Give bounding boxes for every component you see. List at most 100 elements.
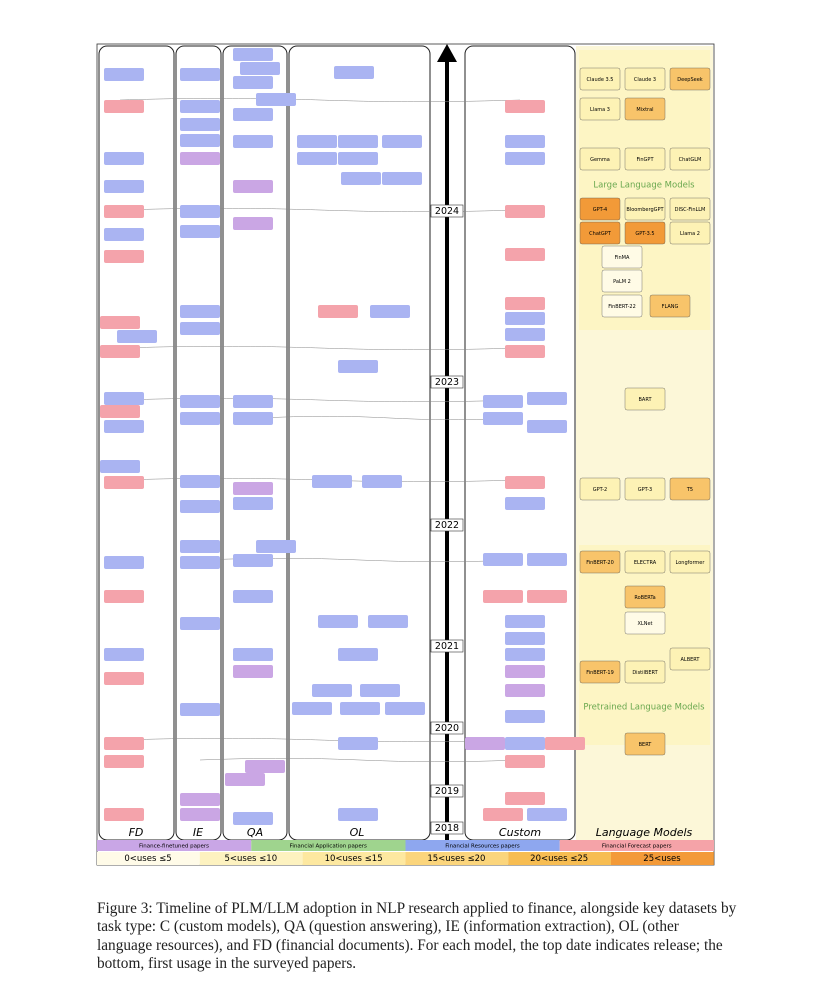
dataset-box [180,152,220,165]
llm-zone [579,50,710,330]
dataset-box [360,684,400,697]
usage-lane [199,758,521,762]
dataset-box [483,590,523,603]
dataset-box [233,497,273,510]
dataset-box [382,135,422,148]
model-box [624,197,666,221]
dataset-box [180,225,220,238]
dataset-box [527,392,567,405]
usage-lane [119,346,521,350]
model-box [579,660,621,684]
model-box [579,97,621,121]
dataset-box [292,702,332,715]
model-name: DeepSeek [677,77,703,83]
dataset-box [312,684,352,697]
dataset-box [483,808,523,821]
model-name: BART [638,397,652,403]
dataset-box [104,737,144,750]
dataset-box [117,330,157,343]
dataset-box [180,305,220,318]
model-name: Gemma [590,157,610,163]
model-name: FinBERT-19 [586,670,614,676]
model-box [624,732,666,756]
dataset-box [505,615,545,628]
dataset-box [545,737,585,750]
legend-uses: 15<uses ≤20 [427,854,485,864]
model-name: GPT-4 [593,207,607,213]
legend-paper-type: Financial Application papers [290,844,367,850]
dataset-box [233,48,273,61]
dataset-box [180,500,220,513]
legend-uses: 0<uses ≤5 [124,854,171,864]
dataset-box [225,773,265,786]
model-box [624,611,666,635]
dataset-box [256,93,296,106]
dataset-box [505,152,545,165]
year-label: 2019 [435,786,459,797]
dataset-box [180,205,220,218]
dataset-box [505,328,545,341]
dataset-box [312,475,352,488]
dataset-box [104,556,144,569]
model-box [624,387,666,411]
model-box [624,660,666,684]
dataset-box [505,648,545,661]
dataset-box [368,615,408,628]
dataset-box [104,420,144,433]
dataset-box [318,615,358,628]
year-label: 2022 [435,520,459,531]
model-name: FinGPT [636,157,654,163]
dataset-box [334,66,374,79]
dataset-box [233,590,273,603]
model-box [579,221,621,245]
model-box [579,147,621,171]
dataset-box [233,108,273,121]
model-name: BERT [639,742,653,748]
dataset-box [180,412,220,425]
dataset-box [338,648,378,661]
model-box [624,221,666,245]
dataset-box [505,312,545,325]
dataset-box [180,118,220,131]
year-marker [430,639,464,653]
dataset-box [505,205,545,218]
dataset-box [104,228,144,241]
dataset-box [104,180,144,193]
legend-uses: 10<uses ≤15 [325,854,383,864]
dataset-box [104,205,144,218]
dataset-box [297,152,337,165]
model-box [601,245,643,269]
dataset-box [100,345,140,358]
model-name: XLNet [638,621,653,627]
legend-uses-swatch [199,852,303,865]
model-box [649,294,691,318]
usage-lane [119,98,521,102]
dataset-box [527,590,567,603]
legend-band [559,840,714,851]
legend-uses: 20<uses ≤25 [530,854,588,864]
dataset-box [104,672,144,685]
model-box [624,477,666,501]
dataset-box [100,316,140,329]
model-box [669,197,711,221]
dataset-box [483,553,523,566]
dataset-box [318,305,358,318]
dataset-box [385,702,425,715]
model-name: ChatGLM [679,157,702,163]
dataset-box [505,684,545,697]
model-box [669,477,711,501]
dataset-box [505,100,545,113]
year-label: 2024 [435,206,459,217]
dataset-box [104,392,144,405]
model-box [669,67,711,91]
model-name: FinBERT-22 [608,304,636,310]
dataset-box [505,710,545,723]
model-box [669,147,711,171]
legend-band [251,840,406,851]
model-name: Llama 3 [590,107,610,113]
dataset-box [180,556,220,569]
dataset-box [382,172,422,185]
dataset-box [338,808,378,821]
model-name: RoBERTa [634,595,655,601]
dataset-box [180,540,220,553]
